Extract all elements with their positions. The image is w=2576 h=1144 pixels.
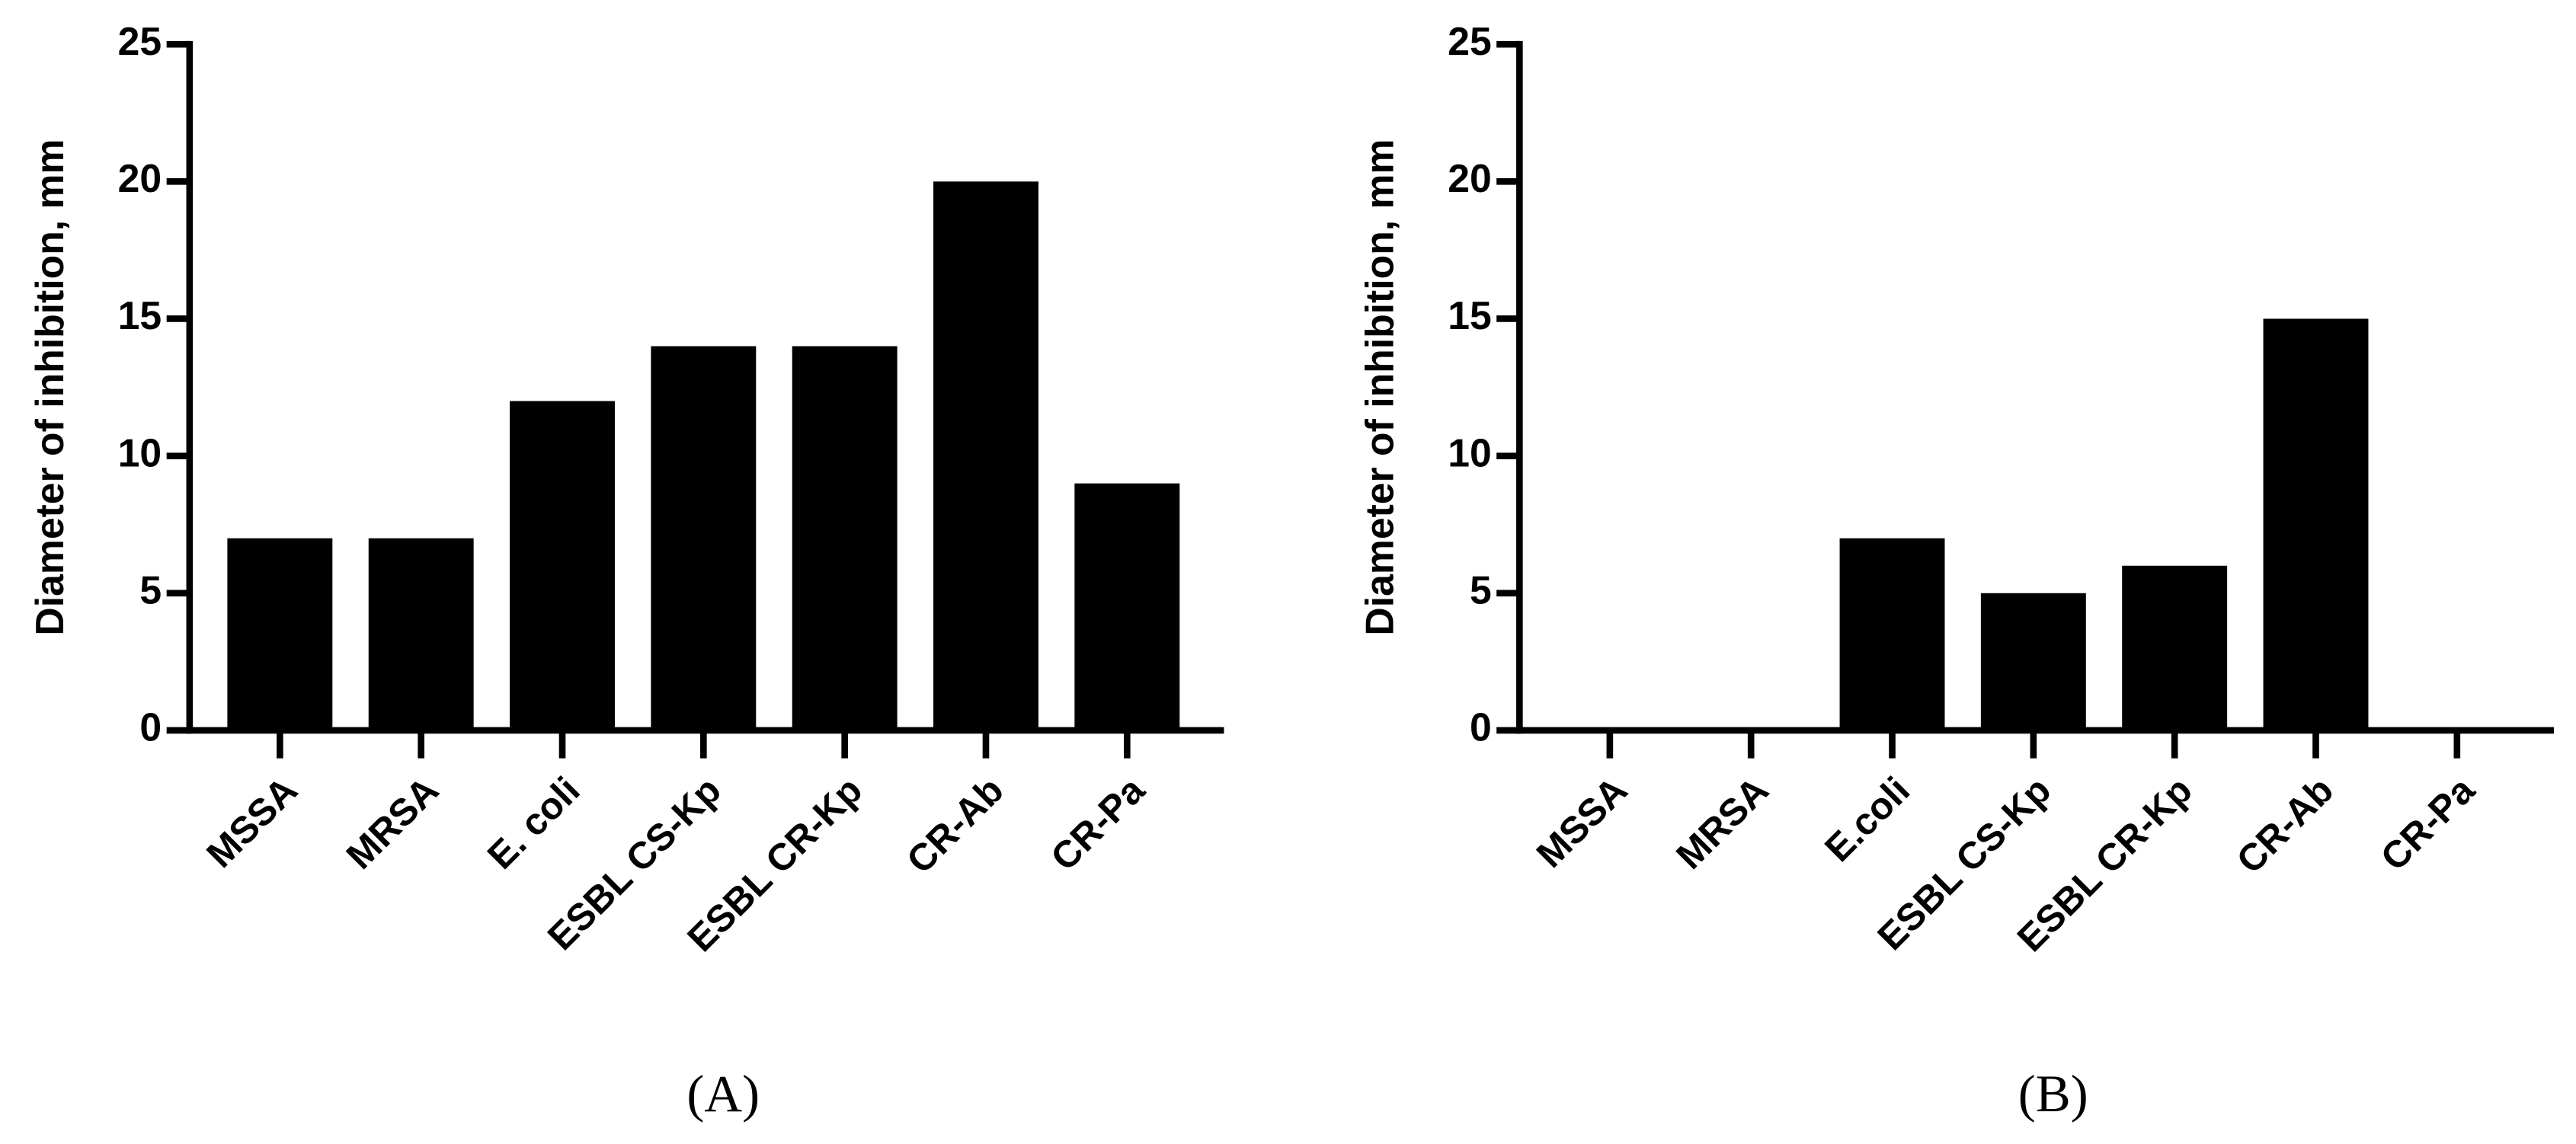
x-tick-label: MSSA [198,769,306,876]
x-tick-label: CR-Pa [2373,769,2483,879]
x-tick-label: CR-Ab [2229,769,2342,882]
y-tick-label: 20 [118,156,162,200]
x-tick-label: MSSA [1528,769,1636,876]
bar [2122,565,2228,730]
x-tick-label: CR-Ab [898,769,1012,882]
bar [2263,318,2369,730]
bar [227,538,333,730]
x-tick-label: CR-Pa [1042,769,1153,879]
bar [368,538,474,730]
x-tick-label: E.coli [1816,769,1918,870]
x-tick-label: MRSA [1668,769,1777,877]
bar [933,181,1038,730]
y-tick-label: 5 [139,567,162,612]
y-tick-label: 5 [1470,567,1492,612]
y-tick-label: 10 [118,430,162,475]
y-tick-label: 15 [118,293,162,337]
y-tick-label: 15 [1448,293,1492,337]
y-tick-label: 20 [1448,156,1492,200]
bar [651,346,757,730]
panel-label: (B) [2018,1065,2088,1123]
bar [792,346,898,730]
bar [1980,593,2086,730]
bar [1839,538,1945,730]
y-tick-label: 0 [1470,705,1492,749]
bar [1074,483,1180,730]
y-tick-label: 10 [1448,430,1492,475]
y-axis-label: Diameter of inhibition, mm [27,139,72,636]
x-tick-label: MRSA [338,769,447,877]
y-tick-label: 25 [118,19,162,63]
bar [510,401,615,730]
y-tick-label: 0 [139,705,162,749]
panel-label: (A) [686,1065,760,1123]
y-axis-label: Diameter of inhibition, mm [1357,139,1401,636]
x-tick-label: E. coli [479,769,588,877]
y-tick-label: 25 [1448,19,1492,63]
